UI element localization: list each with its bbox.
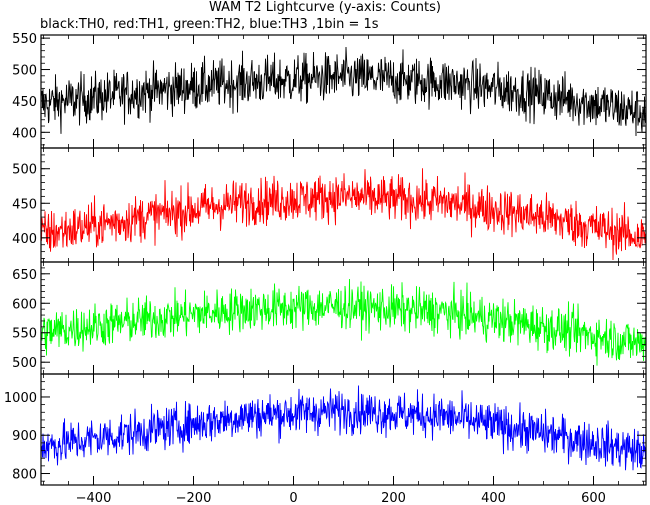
x-tick-label: 600 [581, 491, 606, 505]
y-tick-label: 400 [12, 126, 37, 141]
chart-subtitle: black:TH0, red:TH1, green:TH2, blue:TH3 … [40, 17, 379, 32]
x-tick-label: −400 [76, 491, 112, 505]
y-tick-label: 500 [12, 356, 37, 371]
panel-frame [40, 147, 647, 263]
series-line-th2 [41, 279, 646, 367]
series-line-th0 [41, 47, 646, 137]
panel-frame [40, 261, 647, 375]
x-tick-label: −200 [176, 491, 212, 505]
y-tick-label: 800 [12, 468, 37, 483]
y-tick-label: 550 [12, 32, 37, 47]
x-tick-label: 0 [289, 491, 297, 505]
y-tick-label: 450 [12, 197, 37, 212]
series-line-th1 [41, 168, 646, 261]
y-tick-label: 550 [12, 327, 37, 342]
y-tick-label: 500 [12, 163, 37, 178]
x-tick-label: 400 [481, 491, 506, 505]
series-line-th3 [41, 385, 646, 471]
y-tick-label: 650 [12, 268, 37, 283]
y-tick-label: 600 [12, 297, 37, 312]
y-tick-label: 450 [12, 95, 37, 110]
y-tick-label: 1000 [4, 391, 37, 406]
x-tick-label: 200 [381, 491, 406, 505]
y-tick-label: 500 [12, 64, 37, 79]
panel-frame [40, 34, 647, 149]
y-tick-label: 900 [12, 429, 37, 444]
y-tick-label: 400 [12, 232, 37, 247]
chart-title: WAM T2 Lightcurve (y-axis: Counts) [209, 0, 441, 15]
